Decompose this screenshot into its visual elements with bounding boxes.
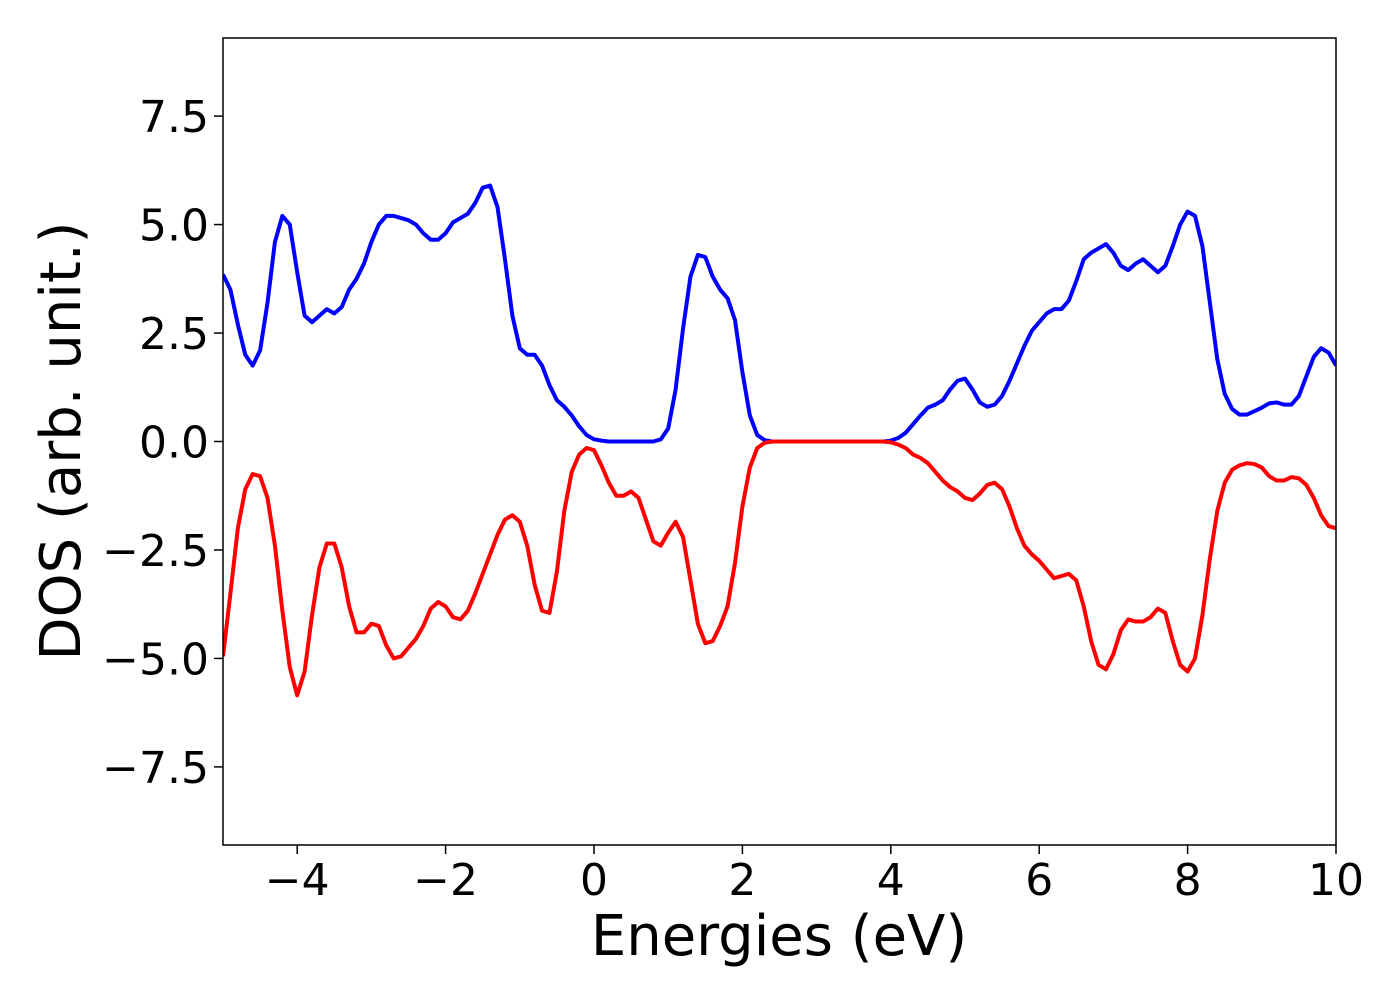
x-tick-label: 0 <box>580 855 608 906</box>
x-axis-label: Energies (eV) <box>591 904 967 969</box>
x-tick-label: 8 <box>1174 855 1202 906</box>
plot-frame <box>222 37 1337 846</box>
x-tick-label: 10 <box>1308 855 1364 906</box>
x-tick-label: −4 <box>265 855 330 906</box>
y-tick-label: −7.5 <box>102 743 209 794</box>
x-tick-label: 6 <box>1025 855 1053 906</box>
y-tick-label: 2.5 <box>139 309 209 360</box>
y-tick-label: −2.5 <box>102 526 209 577</box>
line-series <box>223 183 1336 444</box>
x-tick-label: 2 <box>728 855 756 906</box>
y-tick-label: 5.0 <box>139 201 209 252</box>
x-tick-label: 4 <box>877 855 905 906</box>
y-axis-label: DOS (arb. unit.) <box>29 221 94 660</box>
y-tick-label: −5.0 <box>102 634 209 685</box>
y-tick-label: 7.5 <box>139 92 209 143</box>
y-tick-label: 0.0 <box>139 418 209 469</box>
line-series <box>223 439 1336 698</box>
x-tick-label: −2 <box>413 855 478 906</box>
